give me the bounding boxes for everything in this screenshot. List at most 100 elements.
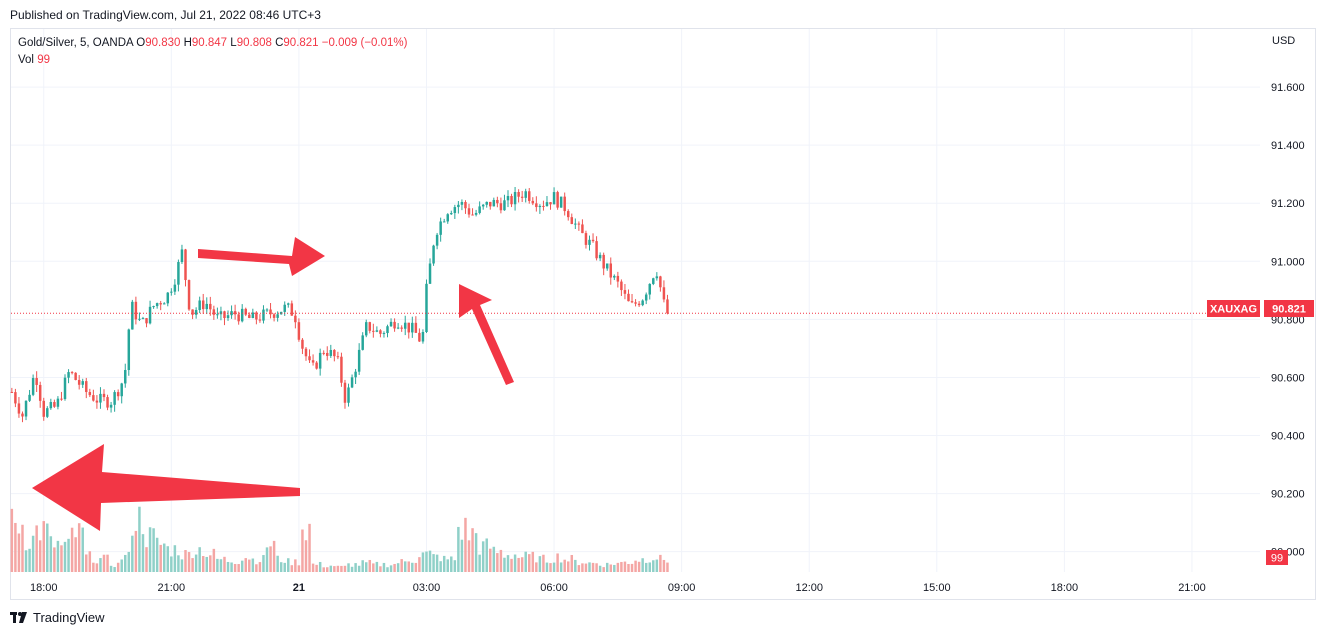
candle-body — [652, 278, 655, 284]
volume-bar — [106, 554, 109, 572]
candle-body — [159, 303, 162, 305]
legend-close-value: 90.821 — [283, 37, 319, 49]
candle — [287, 302, 290, 308]
volume-bar — [403, 561, 407, 572]
candle — [510, 193, 513, 208]
candle-body — [602, 254, 605, 269]
candle-body — [403, 322, 407, 329]
candle-body — [368, 322, 372, 331]
candle-body — [538, 205, 542, 208]
candle — [10, 387, 14, 393]
candle — [46, 406, 49, 419]
volume-bar — [510, 558, 513, 572]
volume-bar — [138, 506, 141, 572]
candle-body — [240, 308, 244, 322]
candle-body — [659, 276, 662, 288]
candle — [556, 190, 559, 210]
volume-bar — [70, 527, 74, 572]
currency-label: USD — [1272, 35, 1295, 47]
chart-legend: Gold/Silver, 5, OANDA O90.830 H90.847 L9… — [18, 35, 407, 69]
volume-bar — [641, 558, 644, 572]
candle — [372, 323, 375, 338]
candle-body — [209, 303, 212, 310]
candle — [662, 280, 666, 303]
volume-bar — [563, 559, 566, 572]
candle-body — [598, 254, 602, 259]
candle — [542, 200, 545, 211]
candle-body — [357, 349, 361, 372]
candle-body — [354, 371, 357, 378]
candle-body — [63, 377, 67, 400]
volume-bar — [109, 565, 113, 572]
volume-bar — [517, 557, 520, 572]
volume-bar — [435, 554, 439, 572]
candle-body — [304, 348, 308, 357]
candle-body — [141, 318, 145, 320]
chart-frame[interactable] — [10, 28, 1316, 600]
candle — [109, 401, 113, 413]
candle — [92, 389, 95, 402]
candle — [506, 190, 510, 208]
candle-body — [563, 196, 566, 212]
candle — [407, 322, 411, 339]
volume-bar — [637, 561, 641, 572]
candle-body — [648, 283, 651, 295]
volume-bar — [364, 562, 368, 572]
volume-bars — [10, 506, 669, 572]
volume-bar — [205, 556, 209, 572]
candle — [368, 321, 372, 334]
volume-bar — [414, 562, 418, 572]
candle-body — [49, 402, 53, 409]
legend-low-value: 90.808 — [236, 37, 272, 49]
volume-bar — [269, 546, 272, 572]
candle-body — [520, 196, 524, 198]
candle — [634, 299, 637, 307]
candle — [187, 279, 191, 311]
volume-bar — [481, 541, 485, 572]
candle — [14, 388, 17, 408]
candle — [588, 235, 591, 251]
volume-bar — [287, 558, 290, 572]
candle — [49, 398, 53, 410]
candle — [173, 279, 177, 295]
candle — [613, 274, 616, 281]
legend-open-value: 90.830 — [145, 37, 181, 49]
candle-body — [545, 202, 549, 207]
tradingview-footer[interactable]: TradingView — [10, 610, 105, 625]
volume-bar — [81, 527, 84, 572]
volume-bar — [322, 567, 325, 572]
candle — [481, 204, 485, 210]
volume-bar — [556, 553, 559, 572]
volume-bar — [131, 535, 134, 572]
candle-body — [237, 314, 240, 322]
candle — [559, 196, 563, 208]
candle — [53, 399, 56, 408]
candle-body — [205, 303, 209, 310]
volume-bar — [31, 535, 35, 572]
volume-bar — [315, 564, 318, 572]
candle-body — [584, 233, 588, 245]
candle — [350, 374, 354, 389]
candle — [67, 369, 70, 384]
candle — [162, 302, 166, 305]
candle — [233, 304, 237, 320]
candle — [237, 311, 240, 325]
candle-body — [329, 350, 333, 356]
candle-body — [588, 239, 591, 245]
candle — [343, 379, 347, 409]
candle-body — [336, 356, 340, 358]
candle-body — [322, 352, 325, 354]
volume-bar — [588, 562, 591, 572]
candle-body — [290, 303, 294, 316]
volume-bar — [428, 550, 432, 572]
candle-body — [92, 395, 95, 401]
candle — [194, 307, 198, 319]
volume-bar — [368, 559, 372, 572]
candle — [428, 258, 432, 284]
volume-bar — [60, 545, 63, 572]
time-tick-label: 21:00 — [1178, 582, 1206, 594]
candle — [432, 244, 435, 266]
legend-ohlc-row: Gold/Silver, 5, OANDA O90.830 H90.847 L9… — [18, 35, 407, 52]
candle-body — [350, 377, 354, 388]
